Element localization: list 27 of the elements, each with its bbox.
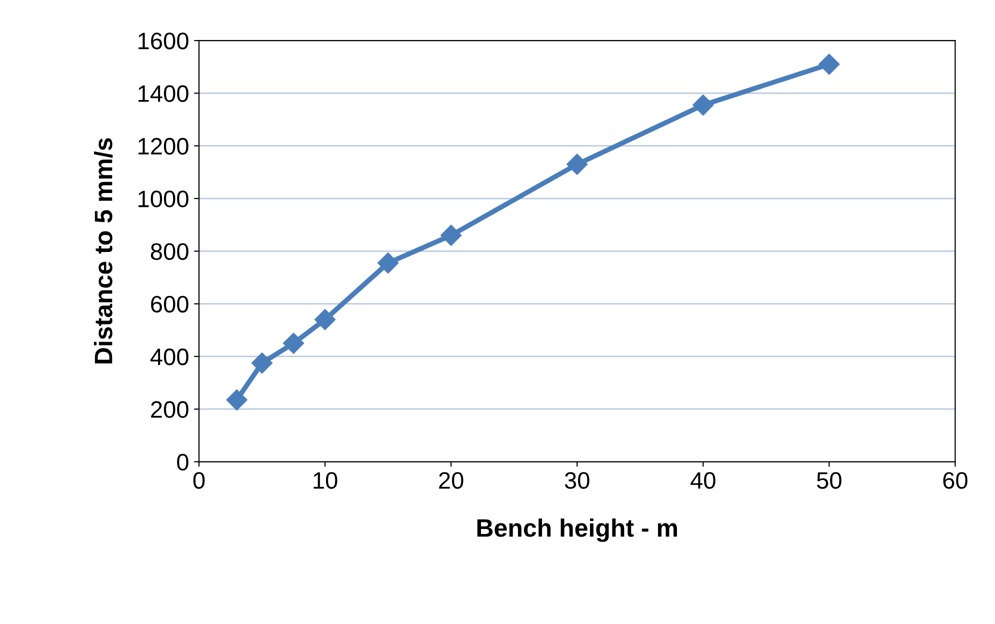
point <box>378 252 399 274</box>
x-tick-label: 0 <box>193 472 205 489</box>
y-tick-label: 600 <box>151 296 188 313</box>
y-tick-label: 200 <box>151 401 188 418</box>
y-tick-label: 400 <box>150 348 188 366</box>
y-axis-title: Distance to 5 mm/s <box>94 138 113 364</box>
x-tick-label: 50 <box>816 472 842 489</box>
y-tick-label: 1400 <box>138 85 188 102</box>
x-tick-label: 60 <box>943 472 968 489</box>
point <box>252 352 273 374</box>
point <box>314 309 336 330</box>
point <box>566 154 588 175</box>
point <box>818 54 840 75</box>
point <box>226 389 248 410</box>
y-tick-label: 0 <box>177 454 188 471</box>
point <box>283 332 304 354</box>
y-tick-label: 800 <box>150 243 188 260</box>
x-tick-label: 10 <box>314 472 338 489</box>
point <box>440 224 462 246</box>
x-axis-title: Bench height - m <box>477 518 677 542</box>
x-tick-label: 40 <box>690 472 716 489</box>
x-tick-label: 30 <box>564 472 590 489</box>
x-tick-label: 20 <box>439 472 464 489</box>
y-tick-label: 1200 <box>138 138 188 155</box>
y-tick-label: 1000 <box>138 190 188 208</box>
y-tick-label: 1600 <box>138 32 188 50</box>
point <box>692 94 714 116</box>
